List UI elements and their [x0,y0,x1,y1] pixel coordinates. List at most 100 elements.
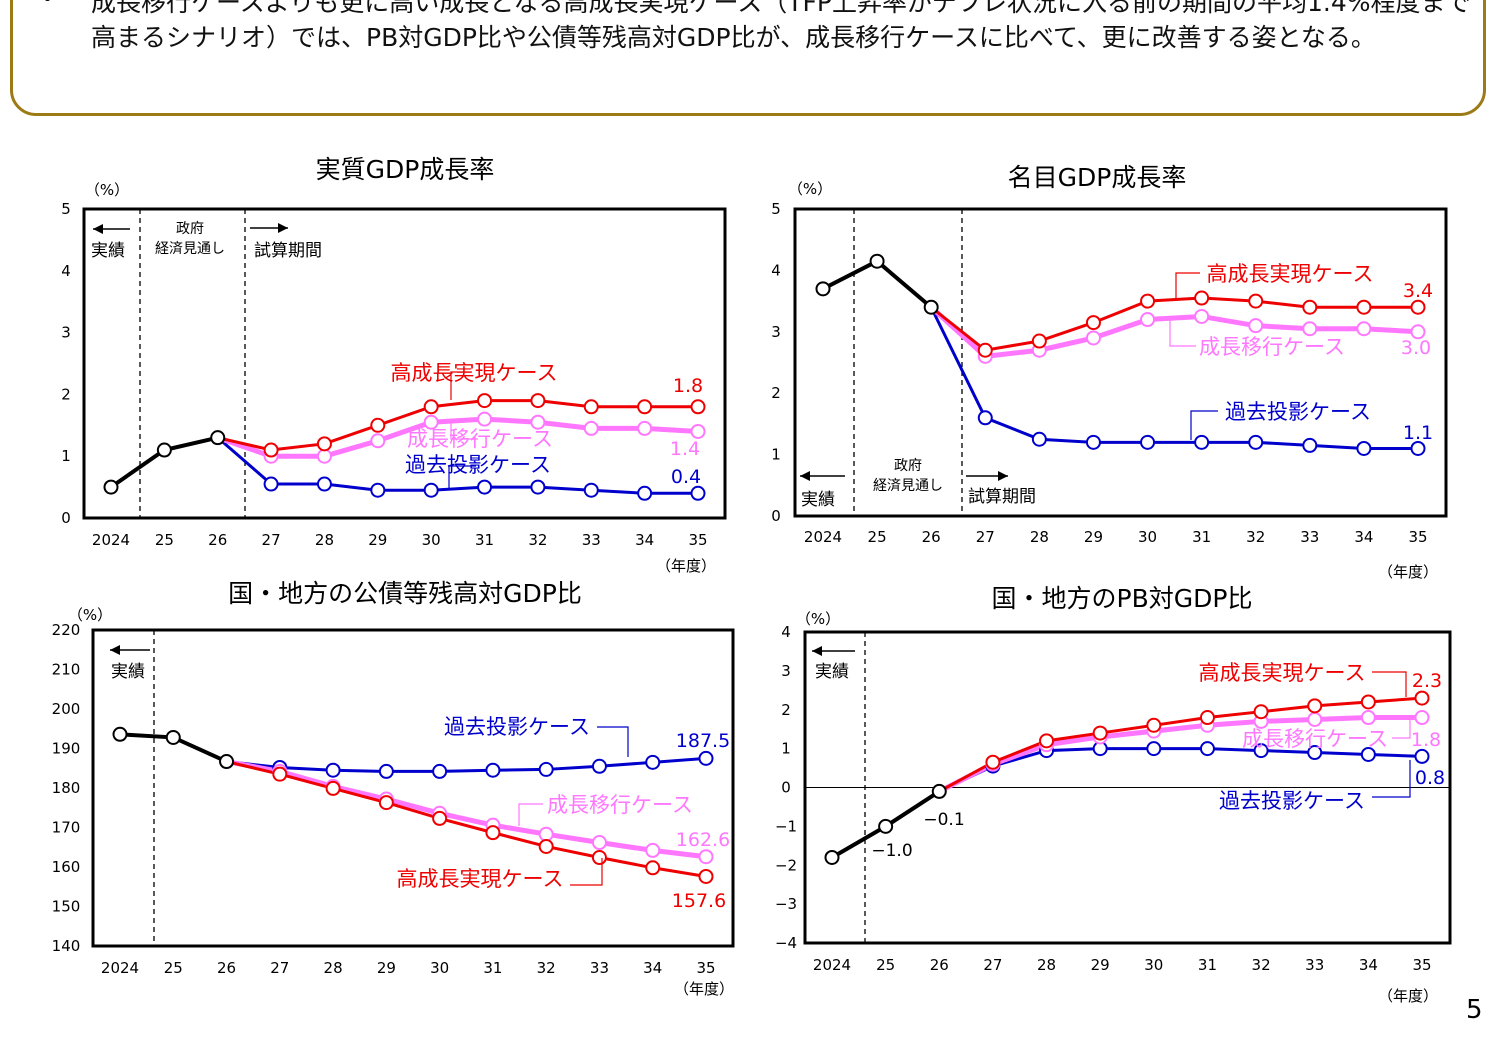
data-point-red [637,399,653,415]
data-point-actual [878,818,894,834]
x-tick-label: 29 [368,531,387,549]
data-point-red [1410,299,1426,315]
legend-leader-red [1372,671,1407,697]
data-point-pink [583,420,599,436]
label-actual: 実績 [801,490,835,510]
x-tick-label: 25 [155,531,174,549]
data-point-red [370,417,386,433]
data-point-blue [1031,431,1047,447]
y-tick-label: −2 [775,856,797,874]
data-point-red [1140,293,1156,309]
end-value-label-pink: 1.4 [670,438,700,460]
y-tick-label: 1 [61,447,71,465]
x-tick-label: 34 [1359,956,1378,974]
series-line-red [938,696,1423,793]
x-tick-label: 31 [475,531,494,549]
data-point-actual [103,479,119,495]
data-point-red [1356,299,1372,315]
y-tick-label: 0 [771,507,781,525]
y-tick-label: 180 [52,779,81,797]
legend-leader-red [450,371,472,400]
arrow-head-icon [93,224,103,234]
data-point-blue [1302,437,1318,453]
legend-leader-red [570,858,603,886]
data-point-pink [538,826,554,842]
label-gov: 経済見通し [873,478,943,494]
series-line-blue [216,436,698,495]
x-tick-label: 31 [1192,528,1211,546]
arrow-head-icon [110,645,120,655]
x-tick-label: 26 [922,528,941,546]
series-line-blue [938,747,1423,793]
data-point-red [1360,694,1376,710]
x-tick-label: 26 [930,956,949,974]
data-point-blue [698,750,714,766]
x-tick-label: 35 [696,959,715,977]
x-tick-label: 30 [1138,528,1157,546]
data-point-actual [824,849,840,865]
data-point-blue [1199,741,1215,757]
data-point-pink [1302,321,1318,337]
data-point-red [977,342,993,358]
y-tick-label: 170 [52,819,81,837]
y-tick-label: 220 [52,621,81,639]
arrow-head-icon [278,223,288,233]
data-point-red [698,868,714,884]
data-point-pink [1085,330,1101,346]
data-point-red [538,838,554,854]
data-point-blue [1085,434,1101,450]
end-value-label-pink: 1.8 [1411,729,1441,751]
arrow-head-icon [800,471,810,481]
data-point-blue [645,754,661,770]
series-line-blue [226,756,707,773]
legend-leader-blue [597,726,629,757]
data-point-red [378,795,394,811]
data-point-blue [432,763,448,779]
label-actual: 実績 [111,662,145,682]
chart-title: 国・地方の公債等残高対GDP比 [228,579,582,608]
label-actual: 実績 [91,241,125,261]
chart-title: 実質GDP成長率 [316,155,495,184]
x-tick-label: 26 [208,531,227,549]
point-label: −0.1 [923,810,964,830]
x-tick-label: 25 [876,956,895,974]
end-value-label-red: 1.8 [673,375,703,397]
data-point-red [485,825,501,841]
legend-leader-red [1175,272,1200,298]
series-line-red [930,296,1418,352]
end-value-label-blue: 0.8 [1415,767,1445,789]
x-tick-label: 28 [1037,956,1056,974]
data-point-pink [423,414,439,430]
label-gov: 経済見通し [155,241,225,257]
data-point-actual [869,253,885,269]
data-point-pink [530,414,546,430]
x-tick-label: 35 [688,531,707,549]
data-point-red [690,399,706,415]
data-point-blue [538,761,554,777]
y-axis-label: （%） [85,181,129,199]
data-point-red [1039,733,1055,749]
legend-leader-blue [448,465,476,489]
data-point-blue [977,410,993,426]
plot-area [793,207,1448,518]
end-value-label-blue: 1.1 [1403,422,1433,444]
x-tick-label: 32 [1252,956,1271,974]
data-point-pink [1356,321,1372,337]
y-tick-label: 4 [771,261,781,279]
x-tick-label: 27 [976,528,995,546]
x-tick-label: 2024 [804,528,842,546]
data-point-red [1199,710,1215,726]
x-tick-label: 34 [1354,528,1373,546]
end-value-label-red: 2.3 [1412,670,1442,692]
point-label: −1.0 [871,841,912,861]
data-point-actual [156,442,172,458]
data-point-pink [477,411,493,427]
arrow-head-icon [812,646,822,656]
legend-label-pink: 成長移行ケース [547,793,693,817]
label-projection: 試算期間 [254,241,322,261]
data-point-blue [1414,748,1430,764]
x-tick-label: 33 [582,531,601,549]
